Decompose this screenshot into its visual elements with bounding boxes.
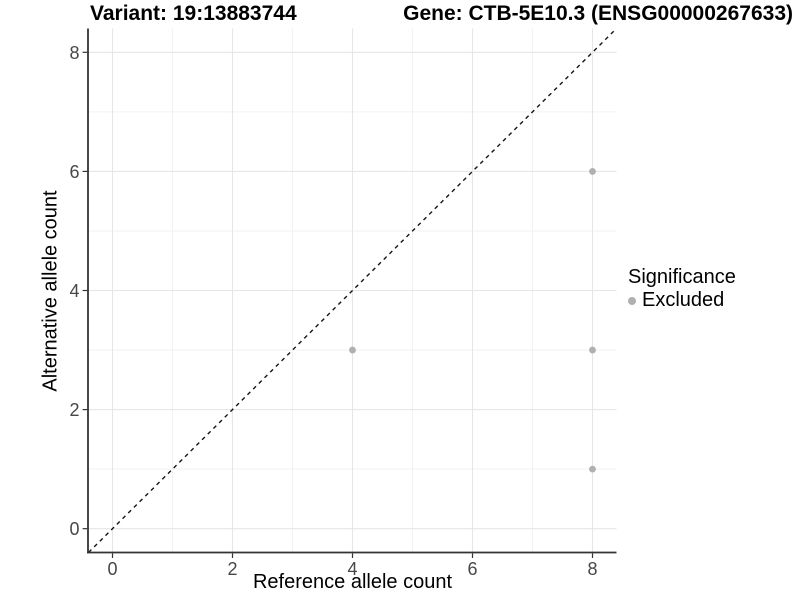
x-tick-label: 0 xyxy=(107,559,117,579)
legend: Significance Excluded xyxy=(628,265,736,312)
legend-title: Significance xyxy=(628,266,736,288)
y-axis-label: Alternative allele count xyxy=(39,190,62,392)
gene-title: Gene: CTB-5E10.3 (ENSG00000267633) xyxy=(403,2,793,25)
variant-title: Variant: 19:13883744 xyxy=(90,2,297,25)
y-tick-label: 8 xyxy=(69,43,79,63)
plot-title-row: Variant: 19:13883744 Gene: CTB-5E10.3 (E… xyxy=(90,2,793,26)
y-tick-label: 6 xyxy=(69,162,79,182)
data-point xyxy=(589,168,596,175)
x-axis-label: Reference allele count xyxy=(252,571,452,593)
identity-reference-line xyxy=(88,28,617,553)
legend-item-excluded: Excluded xyxy=(628,289,736,312)
legend-item-label: Excluded xyxy=(642,289,725,311)
excluded-point-swatch-icon xyxy=(628,296,636,305)
x-tick-label: 4 xyxy=(347,559,357,579)
data-point xyxy=(349,346,356,354)
y-tick-label: 2 xyxy=(69,400,79,420)
x-tick-label: 6 xyxy=(467,559,477,579)
y-tick-label: 0 xyxy=(69,519,79,539)
data-point xyxy=(589,465,596,473)
y-tick-label: 4 xyxy=(69,281,79,301)
data-point xyxy=(589,346,596,354)
x-tick-label: 8 xyxy=(587,559,597,579)
x-tick-label: 2 xyxy=(227,559,237,579)
